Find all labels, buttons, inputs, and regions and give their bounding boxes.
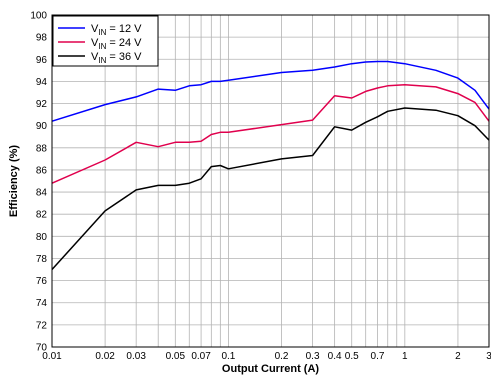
y-tick-label: 90 (36, 121, 48, 132)
grid-lines (51, 14, 490, 348)
series-line (51, 60, 490, 122)
x-tick-label: 0.02 (95, 351, 115, 362)
series-line (51, 107, 490, 271)
y-tick-label: 100 (30, 11, 47, 22)
y-tick-label: 84 (36, 188, 48, 199)
plot-frame (51, 14, 490, 348)
x-tick-label: 0.07 (191, 351, 211, 362)
x-tick-labels: 0.01 0.02 0.03 0.05 0.07 0.1 0.2 0.3 0.4 0.5 0.7 1 2… (42, 351, 491, 362)
x-tick-label: 1 (402, 351, 408, 362)
x-tick-label: 0.5 (345, 351, 359, 362)
legend-label: VIN = 36 V (91, 51, 142, 65)
y-tick-label: 74 (36, 298, 48, 309)
series-line (51, 83, 490, 184)
y-tick-label: 96 (36, 55, 48, 66)
y-axis-title: Efficiency (%) (8, 145, 20, 217)
series-lines (51, 60, 490, 271)
x-tick-label: 3 (486, 351, 491, 362)
x-tick-label: 0.4 (328, 351, 342, 362)
x-tick-label: 0.05 (166, 351, 186, 362)
x-tick-label: 0.3 (306, 351, 320, 362)
x-tick-label: 0.03 (126, 351, 146, 362)
x-tick-label: 0.1 (221, 351, 235, 362)
y-tick-label: 72 (36, 320, 48, 331)
legend-box (52, 15, 159, 67)
y-tick-labels: 70 72 74 76 78 80 82 84 86 88 90 92 94 96 98 100 (30, 11, 47, 354)
y-tick-label: 82 (36, 210, 48, 221)
y-tick-label: 98 (36, 33, 48, 44)
y-tick-label: 88 (36, 143, 48, 154)
y-tick-label: 76 (36, 276, 48, 287)
x-tick-label: 2 (455, 351, 461, 362)
y-tick-label: 86 (36, 165, 48, 176)
x-tick-label: 0.7 (371, 351, 385, 362)
x-axis-title: Output Current (A) (222, 363, 319, 375)
legend-label: VIN = 24 V (91, 37, 142, 51)
y-tick-label: 70 (36, 343, 48, 354)
y-tick-label: 78 (36, 254, 48, 265)
x-tick-label: 0.2 (275, 351, 289, 362)
y-tick-label: 92 (36, 99, 48, 110)
y-tick-label: 94 (36, 77, 48, 88)
x-tick-label: 0.01 (42, 351, 62, 362)
y-tick-label: 80 (36, 232, 48, 243)
legend-label: VIN = 12 V (91, 23, 142, 37)
